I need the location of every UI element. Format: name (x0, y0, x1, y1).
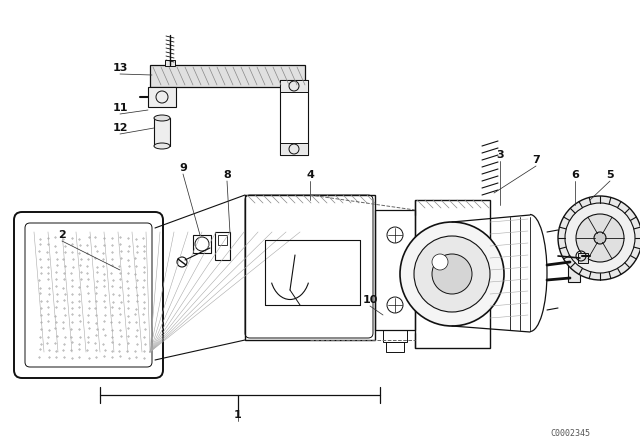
Bar (245, 195, 375, 340)
Text: 1: 1 (234, 410, 242, 420)
Circle shape (414, 236, 490, 312)
Text: 4: 4 (306, 170, 314, 180)
Text: 7: 7 (532, 155, 540, 165)
Bar (218, 235, 227, 245)
Bar (415, 200, 490, 348)
Circle shape (565, 203, 635, 273)
Text: 13: 13 (112, 63, 128, 73)
Text: 3: 3 (496, 150, 504, 160)
Bar (280, 143, 308, 155)
Bar (215, 232, 230, 260)
Circle shape (400, 222, 504, 326)
Bar (578, 253, 588, 263)
Text: 11: 11 (112, 103, 128, 113)
Text: C0002345: C0002345 (550, 428, 590, 438)
Bar (383, 330, 407, 342)
Text: 2: 2 (58, 230, 66, 240)
Bar (375, 210, 415, 330)
Bar (280, 80, 308, 92)
Ellipse shape (154, 143, 170, 149)
Ellipse shape (154, 115, 170, 121)
Circle shape (432, 254, 448, 270)
Bar (568, 260, 580, 282)
Text: 10: 10 (362, 295, 378, 305)
Circle shape (432, 254, 472, 294)
Circle shape (594, 232, 606, 244)
Bar (154, 118, 170, 146)
Bar (148, 87, 176, 107)
Bar (165, 60, 175, 66)
Text: 5: 5 (606, 170, 614, 180)
Text: 8: 8 (223, 170, 231, 180)
Bar (386, 342, 404, 352)
Text: 12: 12 (112, 123, 128, 133)
Text: 9: 9 (179, 163, 187, 173)
Bar (150, 65, 305, 87)
Text: 6: 6 (571, 170, 579, 180)
Circle shape (558, 196, 640, 280)
Circle shape (576, 214, 624, 262)
Bar (280, 80, 308, 155)
Bar (193, 235, 211, 253)
